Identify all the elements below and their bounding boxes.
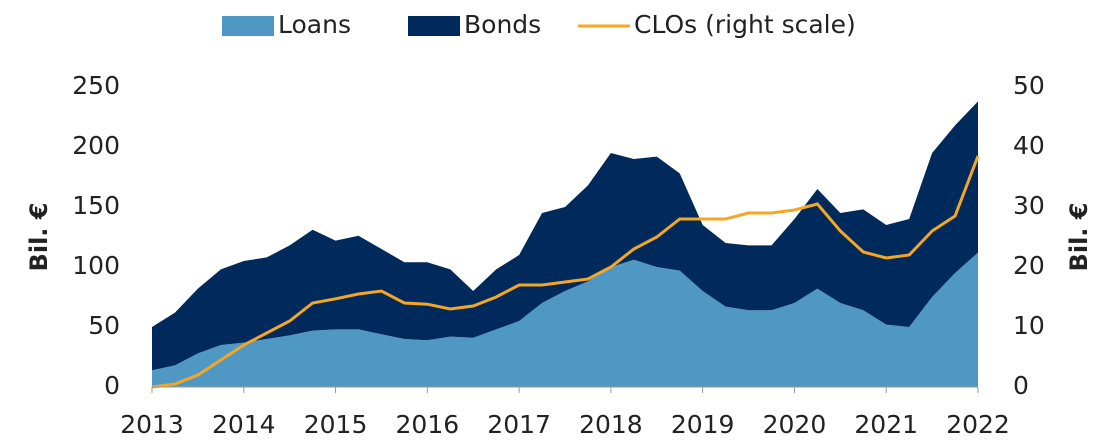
y-tick-label: 250 bbox=[72, 71, 120, 100]
y-axis-title: Bil. € bbox=[25, 203, 53, 272]
x-tick-label: 2013 bbox=[120, 410, 184, 439]
y2-tick-label: 30 bbox=[1013, 191, 1045, 220]
x-tick-label: 2015 bbox=[304, 410, 368, 439]
area bbox=[152, 101, 978, 371]
y-tick-label: 0 bbox=[104, 371, 120, 400]
y-tick-label: 200 bbox=[72, 131, 120, 160]
area bbox=[152, 252, 978, 387]
y2-tick-label: 20 bbox=[1013, 251, 1045, 280]
x-tick-label: 2017 bbox=[487, 410, 551, 439]
x-tick-label: 2020 bbox=[763, 410, 827, 439]
y2-tick-label: 0 bbox=[1013, 371, 1029, 400]
line bbox=[151, 155, 980, 389]
x-tick-label: 2019 bbox=[671, 410, 735, 439]
y-tick-label: 50 bbox=[88, 311, 120, 340]
x-tick-label: 2021 bbox=[854, 410, 918, 439]
y-tick-label: 150 bbox=[72, 191, 120, 220]
legend-label: Bonds bbox=[464, 10, 541, 39]
y2-tick-label: 10 bbox=[1013, 311, 1045, 340]
legend-swatch bbox=[222, 16, 274, 36]
x-tick-label: 2014 bbox=[212, 410, 276, 439]
x-tick-label: 2018 bbox=[579, 410, 643, 439]
y-tick-label: 100 bbox=[72, 251, 120, 280]
y2-axis-title: Bil. € bbox=[1065, 203, 1093, 272]
x-tick-label: 2022 bbox=[946, 410, 1010, 439]
y2-tick-label: 40 bbox=[1013, 131, 1045, 160]
legend-label: Loans bbox=[278, 10, 351, 39]
legend-label: CLOs (right scale) bbox=[634, 10, 856, 39]
x-tick-label: 2016 bbox=[396, 410, 460, 439]
legend-swatch bbox=[408, 16, 460, 36]
y2-tick-label: 50 bbox=[1013, 71, 1045, 100]
